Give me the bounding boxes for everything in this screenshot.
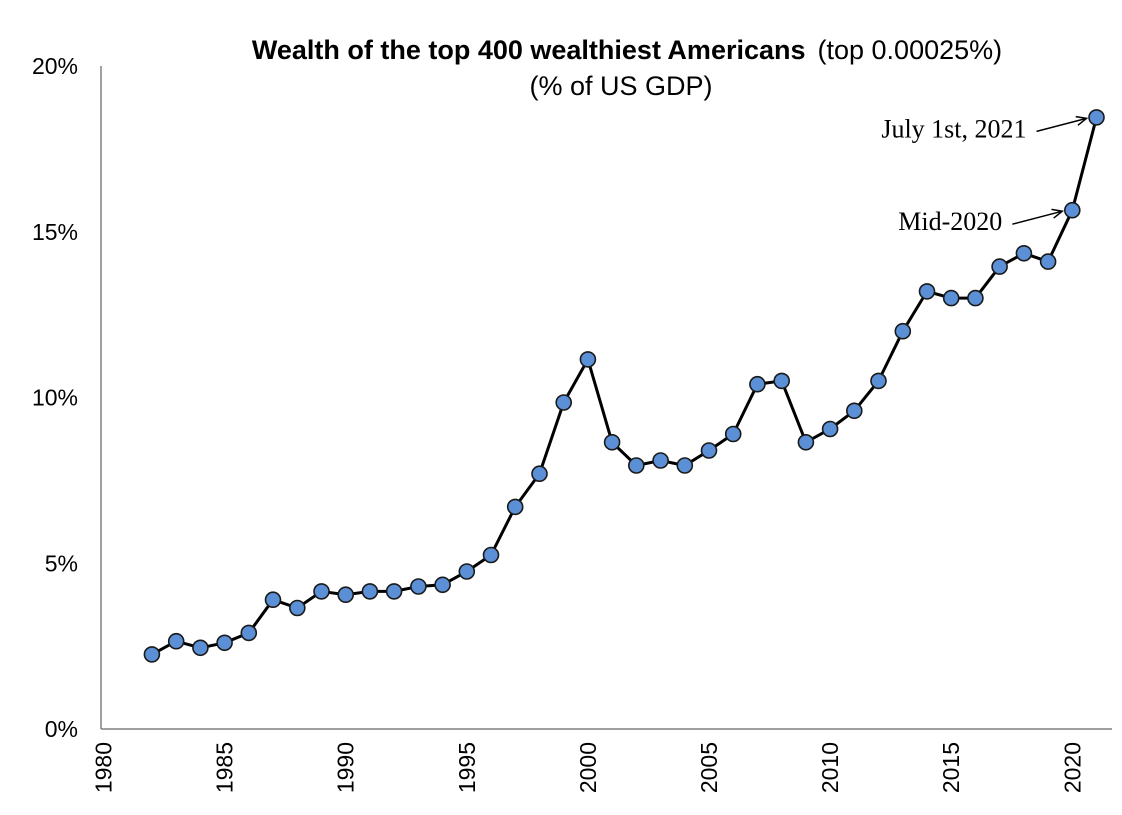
- x-tick-label: 2010: [817, 742, 843, 793]
- data-point: [676, 457, 694, 474]
- data-point: [385, 583, 403, 600]
- data-point: [918, 283, 936, 300]
- x-tick-label: 2020: [1059, 742, 1085, 793]
- data-point: [1088, 109, 1105, 126]
- annotation-arrowhead: [1051, 208, 1065, 219]
- data-point: [773, 372, 791, 390]
- x-tick-labels: 1980 1985 1990 1995 2000 2005 2010 2015 2020: [91, 742, 1086, 793]
- data-point: [288, 599, 306, 617]
- data-point: [942, 289, 960, 307]
- y-tick-label: 10%: [32, 385, 78, 411]
- y-tick-label: 20%: [32, 53, 78, 79]
- title-suffix: (top 0.00025%): [818, 35, 1003, 65]
- data-point: [313, 583, 330, 600]
- data-point: [482, 546, 500, 564]
- y-tick-label: 5%: [45, 550, 78, 576]
- x-tick-label: 2005: [696, 742, 722, 793]
- data-point: [894, 322, 912, 340]
- annotation-arrowhead: [1075, 115, 1089, 126]
- subtitle: (% of US GDP): [529, 71, 712, 101]
- data-point: [1039, 253, 1057, 270]
- data-point: [143, 646, 161, 663]
- x-tick-label: 1995: [454, 742, 480, 793]
- data-point: [192, 639, 209, 657]
- series-group: [143, 109, 1105, 663]
- title-main: Wealth of the top 400 wealthiest America…: [252, 35, 806, 65]
- data-point: [724, 425, 742, 443]
- data-point: [991, 258, 1008, 275]
- data-point: [579, 351, 597, 368]
- data-point: [821, 420, 839, 438]
- data-point: [167, 632, 185, 650]
- title-text: Wealth of the top 400 wealthiest America…: [252, 35, 1002, 65]
- data-point: [870, 372, 887, 390]
- data-point: [845, 402, 863, 420]
- data-point: [361, 583, 379, 600]
- data-point: [1015, 245, 1033, 262]
- data-point: [531, 465, 548, 483]
- data-point: [458, 563, 476, 580]
- data-point: [264, 591, 282, 609]
- data-point: [627, 457, 645, 474]
- y-tick-labels: 0% 5% 10% 15% 20%: [32, 53, 78, 742]
- data-point: [797, 433, 815, 451]
- annotation-label: July 1st, 2021: [881, 114, 1026, 143]
- data-point: [603, 433, 621, 451]
- data-point: [555, 394, 573, 411]
- x-tick-label: 1980: [91, 742, 117, 793]
- data-point: [700, 442, 718, 459]
- data-point: [410, 578, 427, 595]
- annotation-arrow: [1036, 117, 1087, 133]
- data-point: [434, 576, 451, 594]
- y-tick-label: 0%: [45, 716, 78, 742]
- x-tick-label: 2015: [938, 742, 964, 793]
- data-point: [1064, 201, 1081, 219]
- x-tick-label: 1985: [212, 742, 238, 793]
- annotation-label: Mid-2020: [898, 207, 1002, 236]
- chart-title: Wealth of the top 400 wealthiest America…: [252, 35, 1002, 101]
- data-point: [337, 586, 355, 604]
- y-tick-label: 15%: [32, 219, 78, 245]
- x-tick-label: 1990: [333, 742, 359, 793]
- data-point: [506, 498, 524, 516]
- data-point: [216, 634, 233, 652]
- series-line: [151, 117, 1098, 656]
- annotation-arrow: [1012, 210, 1063, 225]
- annotations-group: July 1st, 2021 Mid-2020: [881, 114, 1089, 236]
- data-point: [240, 624, 258, 642]
- data-point: [967, 289, 984, 307]
- x-tick-label: 2000: [575, 742, 601, 793]
- data-point: [652, 452, 669, 469]
- data-point: [749, 375, 766, 393]
